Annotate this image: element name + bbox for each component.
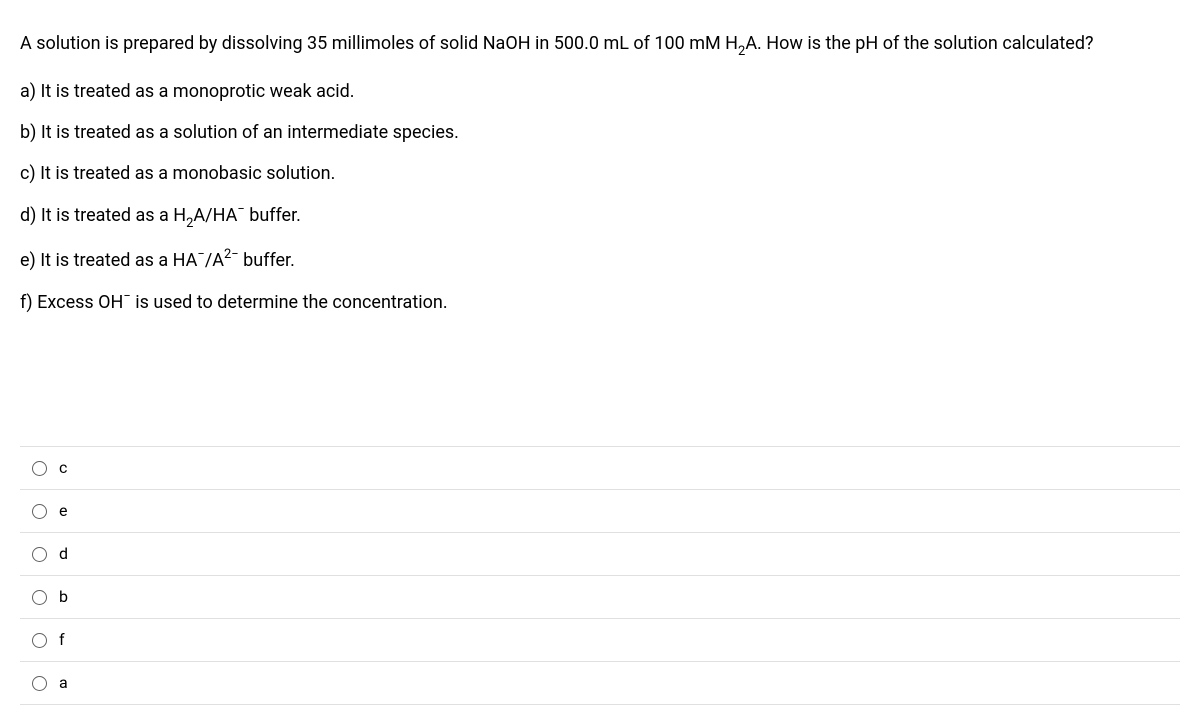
question-option-d: d) It is treated as a H2A/HA− buffer. xyxy=(20,201,1180,232)
answer-label: b xyxy=(59,585,68,609)
radio-icon xyxy=(32,461,47,476)
question-option-f: f) Excess OH− is used to determine the c… xyxy=(20,288,1180,316)
answer-label: f xyxy=(59,628,65,652)
answer-choice-f[interactable]: f xyxy=(20,618,1180,661)
radio-icon xyxy=(32,676,47,691)
answer-label: c xyxy=(59,456,67,480)
answer-choice-b[interactable]: b xyxy=(20,575,1180,618)
answer-label: a xyxy=(59,671,68,695)
answer-label: d xyxy=(59,542,68,566)
answer-choice-e[interactable]: e xyxy=(20,489,1180,532)
question-option-e: e) It is treated as a HA−/A2− buffer. xyxy=(20,246,1180,274)
question-option-a: a) It is treated as a monoprotic weak ac… xyxy=(20,78,1180,105)
question-stem: A solution is prepared by dissolving 35 … xyxy=(20,30,1180,60)
radio-icon xyxy=(32,633,47,648)
question-option-c: c) It is treated as a monobasic solution… xyxy=(20,160,1180,187)
answer-choices: c e d b f a xyxy=(20,446,1180,705)
answer-choice-d[interactable]: d xyxy=(20,532,1180,575)
answer-choice-c[interactable]: c xyxy=(20,446,1180,489)
radio-icon xyxy=(32,590,47,605)
answer-label: e xyxy=(59,499,67,523)
radio-icon xyxy=(32,504,47,519)
radio-icon xyxy=(32,547,47,562)
question-option-b: b) It is treated as a solution of an int… xyxy=(20,119,1180,146)
answer-choice-a[interactable]: a xyxy=(20,661,1180,705)
